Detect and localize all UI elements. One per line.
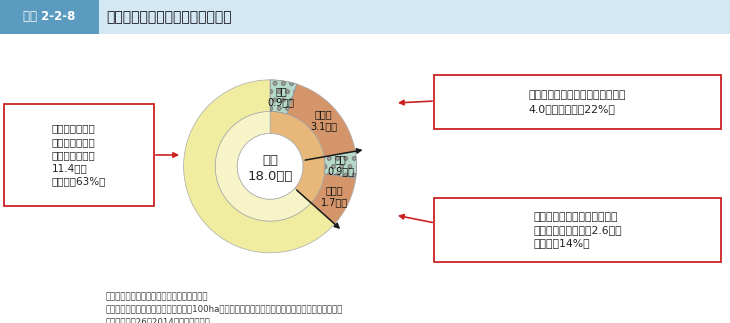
FancyBboxPatch shape <box>4 104 154 206</box>
FancyBboxPatch shape <box>434 75 721 129</box>
FancyBboxPatch shape <box>0 0 730 34</box>
Polygon shape <box>287 84 356 157</box>
Polygon shape <box>270 111 324 161</box>
Polygon shape <box>270 80 297 114</box>
Text: 国営
0.9兆円: 国営 0.9兆円 <box>268 86 295 107</box>
Polygon shape <box>184 80 334 253</box>
Text: 全体: 全体 <box>262 154 278 167</box>
Polygon shape <box>324 151 356 178</box>
Circle shape <box>237 133 303 199</box>
Text: 18.0兆円: 18.0兆円 <box>247 170 293 183</box>
Polygon shape <box>311 174 356 224</box>
Text: 今後１０年のうちに標準耐用
年数を超過する施設2.6兆円
（全体の14%）: 今後１０年のうちに標準耐用 年数を超過する施設2.6兆円 （全体の14%） <box>533 212 622 248</box>
Text: 基幹的農業水利施設の老朽化状況: 基幹的農業水利施設の老朽化状況 <box>106 10 231 24</box>
FancyBboxPatch shape <box>0 0 99 34</box>
Polygon shape <box>295 157 325 203</box>
Text: 既に標準耐用年数を超過した施設
4.0兆円（全体の22%）: 既に標準耐用年数を超過した施設 4.0兆円（全体の22%） <box>529 90 626 114</box>
Text: 県営等
3.1兆円: 県営等 3.1兆円 <box>310 109 337 131</box>
Polygon shape <box>215 111 311 221</box>
FancyBboxPatch shape <box>434 198 721 262</box>
Text: 国営
0.9兆円: 国営 0.9兆円 <box>327 154 354 176</box>
Text: 図表 2-2-8: 図表 2-2-8 <box>23 10 76 24</box>
Text: 資料：農林水産省「農業基盤情報基礎調査」
　注：基幹的農業水利施設（受益面積100ha以上の農業水利施設）の資産価値（再建設費ベース）
　　　（平成26（201: 資料：農林水産省「農業基盤情報基礎調査」 注：基幹的農業水利施設（受益面積100… <box>106 292 343 323</box>
Text: １０年経過後も
標準耐用年数を
超過しない施設
11.4兆円
（全体の63%）: １０年経過後も 標準耐用年数を 超過しない施設 11.4兆円 （全体の63%） <box>52 124 106 186</box>
Text: 県営等
1.7兆円: 県営等 1.7兆円 <box>320 185 347 207</box>
